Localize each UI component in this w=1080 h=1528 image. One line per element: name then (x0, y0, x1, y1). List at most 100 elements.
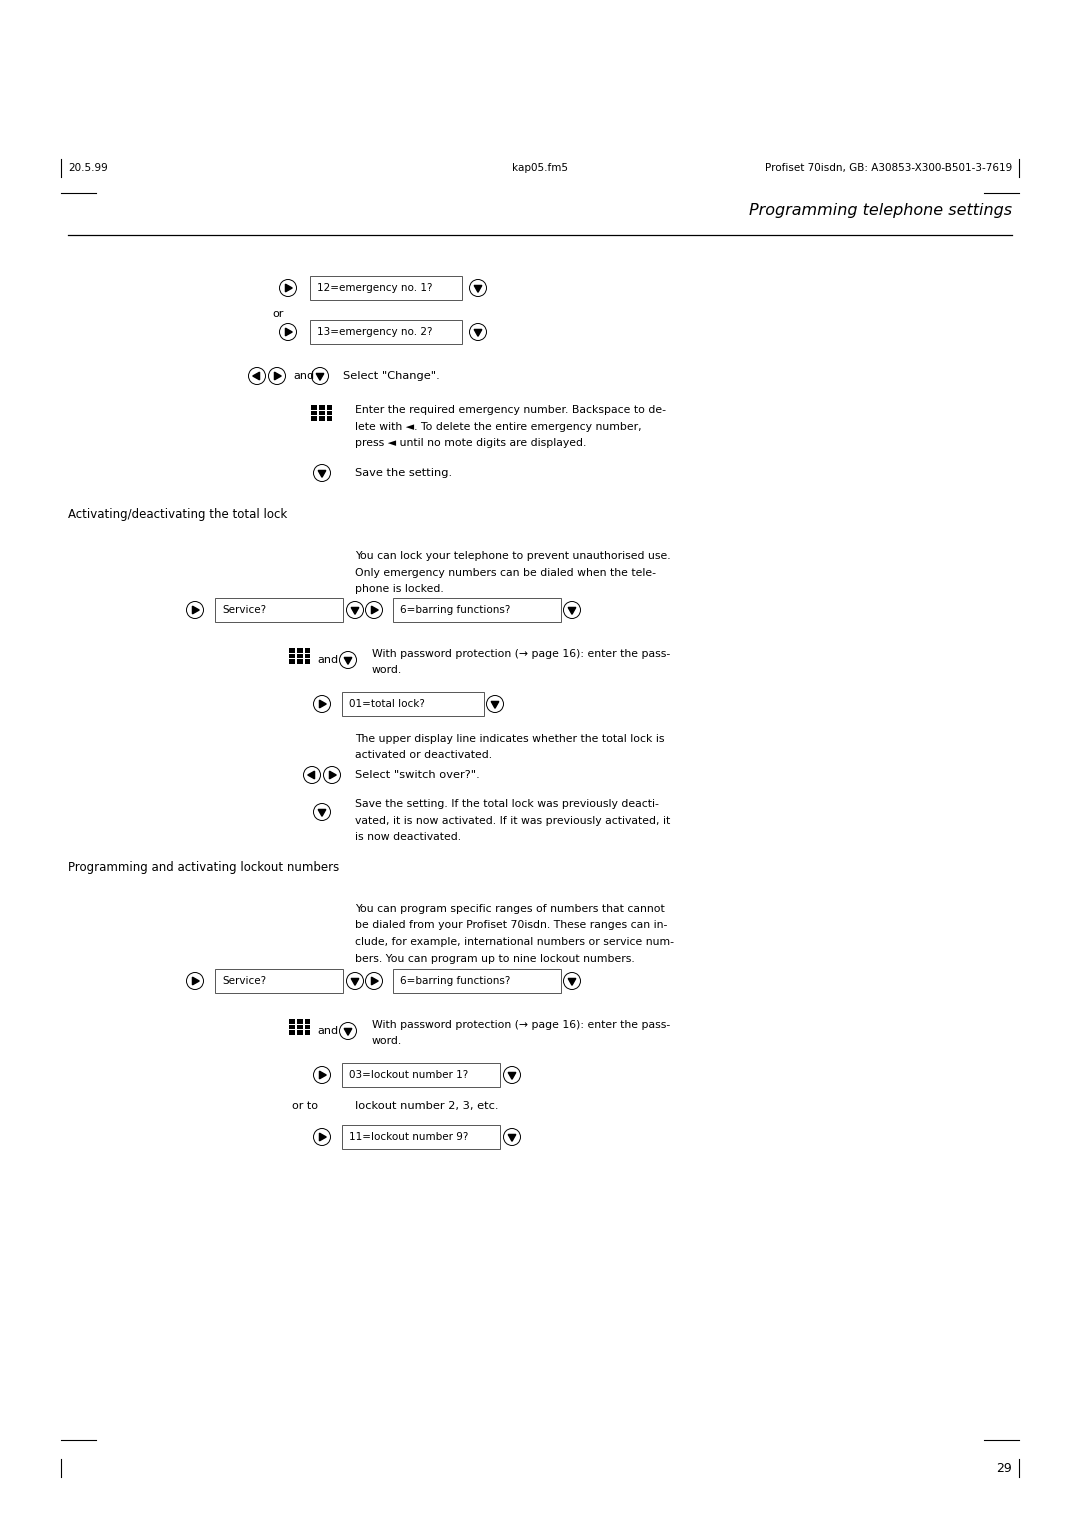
Bar (305, 1025, 310, 1030)
Polygon shape (319, 471, 326, 477)
Text: and: and (318, 656, 338, 665)
Bar (320, 405, 325, 410)
Bar (289, 1025, 295, 1030)
Bar (297, 654, 302, 659)
Text: 01=total lock?: 01=total lock? (349, 698, 424, 709)
Polygon shape (329, 772, 336, 779)
Text: Select "switch over?".: Select "switch over?". (355, 770, 480, 779)
Text: phone is locked.: phone is locked. (355, 584, 444, 594)
Text: is now deactivated.: is now deactivated. (355, 833, 461, 842)
Bar (215, 597, 343, 622)
Bar (305, 654, 310, 659)
Polygon shape (474, 286, 482, 292)
Bar (289, 1030, 295, 1034)
Polygon shape (319, 810, 326, 816)
Bar (342, 1063, 500, 1086)
Text: clude, for example, international numbers or service num-: clude, for example, international number… (355, 937, 674, 947)
Bar (310, 319, 462, 344)
Bar (289, 654, 295, 659)
Bar (305, 660, 310, 663)
Polygon shape (568, 978, 576, 986)
Text: Activating/deactivating the total lock: Activating/deactivating the total lock (68, 507, 287, 521)
Bar (297, 1025, 302, 1030)
Bar (215, 969, 343, 993)
Polygon shape (274, 373, 281, 380)
Polygon shape (351, 978, 359, 986)
Polygon shape (345, 657, 352, 665)
Text: bers. You can program up to nine lockout numbers.: bers. You can program up to nine lockout… (355, 953, 635, 964)
Text: Service?: Service? (222, 976, 266, 986)
Text: 6=barring functions?: 6=barring functions? (400, 605, 511, 614)
Text: Save the setting.: Save the setting. (355, 468, 453, 478)
Text: 20.5.99: 20.5.99 (68, 163, 108, 173)
Bar (320, 417, 325, 420)
Bar (327, 405, 333, 410)
Text: 13=emergency no. 2?: 13=emergency no. 2? (318, 327, 432, 338)
Text: kap05.fm5: kap05.fm5 (512, 163, 568, 173)
Polygon shape (192, 978, 199, 986)
Bar (342, 692, 484, 717)
Text: Enter the required emergency number. Backspace to de-: Enter the required emergency number. Bac… (355, 405, 666, 416)
Polygon shape (308, 772, 314, 779)
Text: and: and (293, 371, 314, 380)
Text: Programming and activating lockout numbers: Programming and activating lockout numbe… (68, 860, 339, 874)
Bar (327, 411, 333, 416)
Bar (297, 660, 302, 663)
Polygon shape (345, 1028, 352, 1036)
Text: With password protection (→ page 16): enter the pass-: With password protection (→ page 16): en… (372, 649, 671, 659)
Polygon shape (491, 701, 499, 709)
Text: Profiset 70isdn, GB: A30853-X300-B501-3-7619: Profiset 70isdn, GB: A30853-X300-B501-3-… (765, 163, 1012, 173)
Bar (311, 405, 316, 410)
Text: The upper display line indicates whether the total lock is: The upper display line indicates whether… (355, 733, 664, 744)
Polygon shape (285, 329, 293, 336)
Text: word.: word. (372, 1036, 402, 1047)
Text: or: or (272, 309, 283, 319)
Text: You can lock your telephone to prevent unauthorised use.: You can lock your telephone to prevent u… (355, 552, 671, 561)
Polygon shape (192, 607, 199, 614)
Bar (297, 1030, 302, 1034)
Text: 6=barring functions?: 6=barring functions? (400, 976, 511, 986)
Bar (327, 417, 333, 420)
Text: or to: or to (292, 1102, 318, 1111)
Bar (305, 1019, 310, 1024)
Bar (297, 648, 302, 652)
Text: 03=lockout number 1?: 03=lockout number 1? (349, 1070, 469, 1080)
Text: 29: 29 (996, 1461, 1012, 1475)
Text: lete with ◄. To delete the entire emergency number,: lete with ◄. To delete the entire emerge… (355, 422, 642, 431)
Text: 12=emergency no. 1?: 12=emergency no. 1? (318, 283, 432, 293)
Text: vated, it is now activated. If it was previously activated, it: vated, it is now activated. If it was pr… (355, 816, 671, 825)
Bar (393, 969, 561, 993)
Text: You can program specific ranges of numbers that cannot: You can program specific ranges of numbe… (355, 905, 665, 914)
Bar (305, 1030, 310, 1034)
Polygon shape (316, 373, 324, 380)
Bar (320, 411, 325, 416)
Polygon shape (372, 607, 378, 614)
Polygon shape (320, 1071, 326, 1079)
Text: 11=lockout number 9?: 11=lockout number 9? (349, 1132, 469, 1141)
Bar (342, 1125, 500, 1149)
Polygon shape (253, 373, 259, 380)
Polygon shape (351, 608, 359, 614)
Polygon shape (474, 330, 482, 336)
Bar (311, 417, 316, 420)
Polygon shape (320, 1134, 326, 1141)
Text: press ◄ until no mote digits are displayed.: press ◄ until no mote digits are display… (355, 439, 586, 448)
Text: word.: word. (372, 665, 402, 675)
Polygon shape (285, 284, 293, 292)
Text: Programming telephone settings: Programming telephone settings (748, 203, 1012, 219)
Polygon shape (372, 978, 378, 986)
Text: lockout number 2, 3, etc.: lockout number 2, 3, etc. (355, 1102, 499, 1111)
Text: Service?: Service? (222, 605, 266, 614)
Bar (297, 1019, 302, 1024)
Text: and: and (318, 1025, 338, 1036)
Bar (310, 277, 462, 299)
Text: Select "Change".: Select "Change". (343, 371, 440, 380)
Text: activated or deactivated.: activated or deactivated. (355, 750, 492, 761)
Bar (311, 411, 316, 416)
Polygon shape (509, 1073, 516, 1079)
Text: With password protection (→ page 16): enter the pass-: With password protection (→ page 16): en… (372, 1021, 671, 1030)
Bar (289, 1019, 295, 1024)
Polygon shape (509, 1134, 516, 1141)
Text: Save the setting. If the total lock was previously deacti-: Save the setting. If the total lock was … (355, 799, 659, 808)
Bar (305, 648, 310, 652)
